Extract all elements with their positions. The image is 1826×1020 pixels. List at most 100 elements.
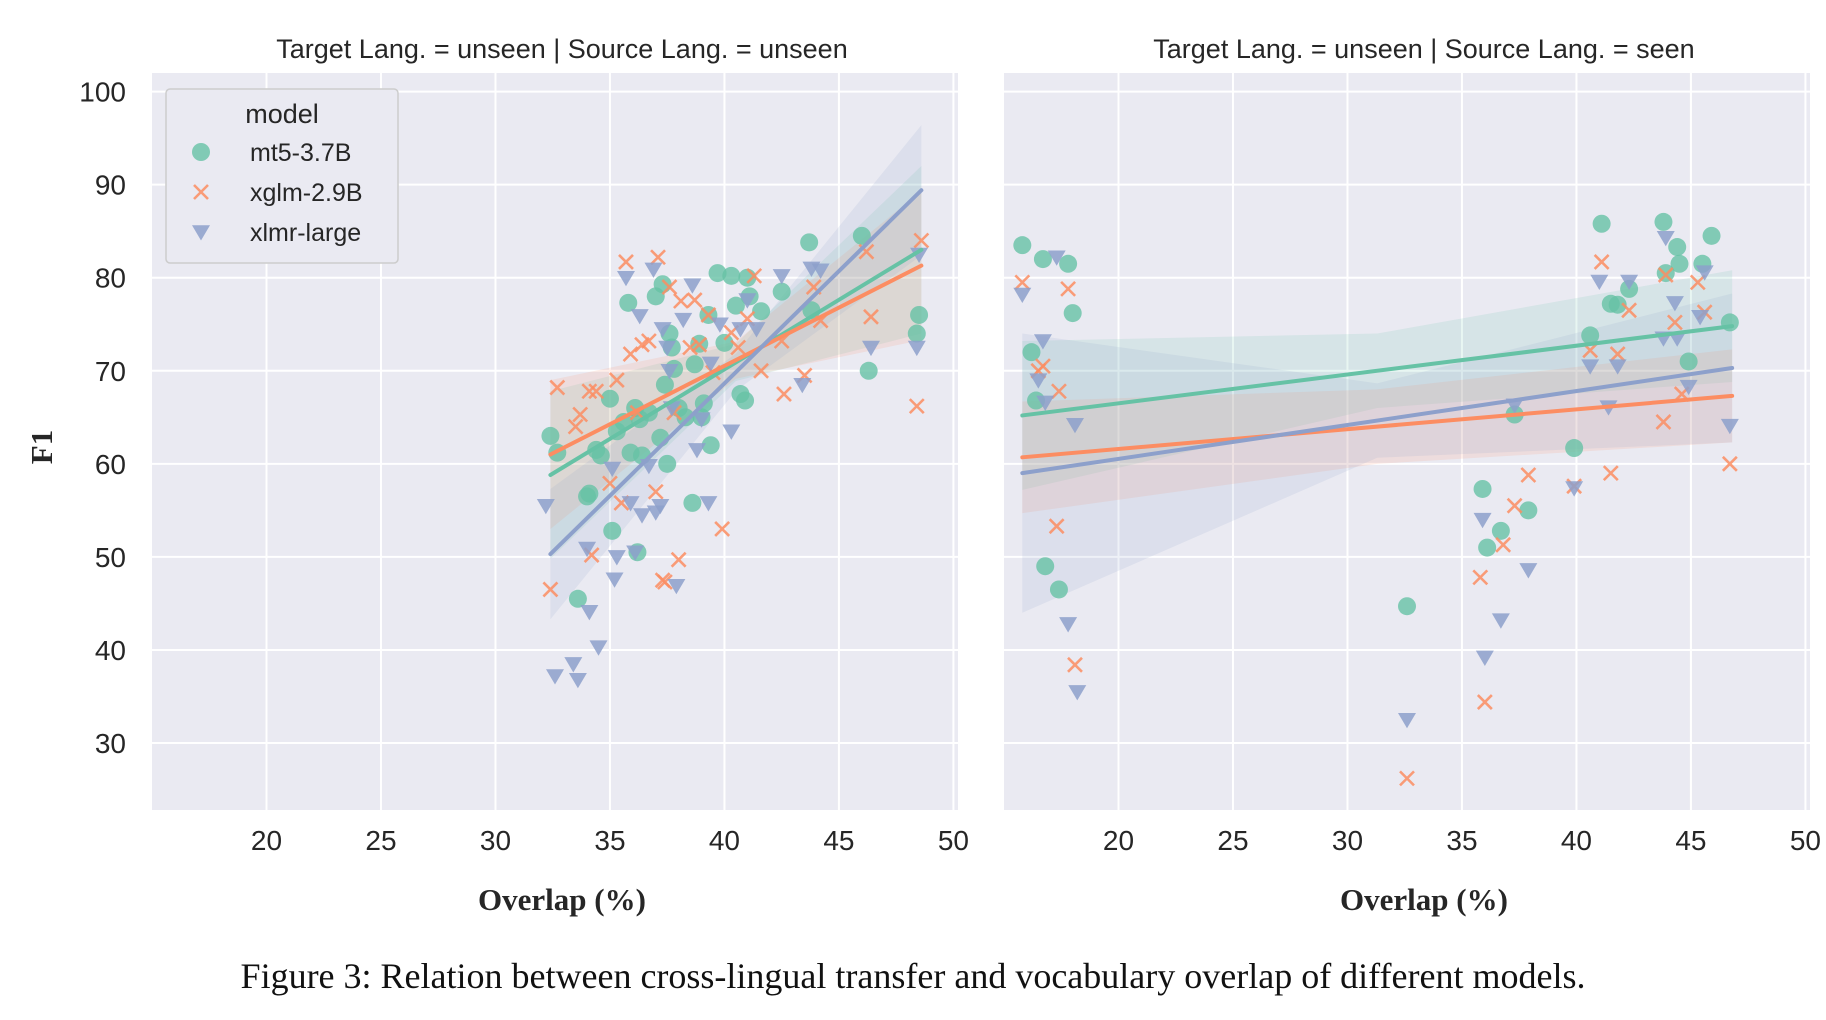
mt5-3-7b-point	[859, 361, 878, 380]
mt5-3-7b-point	[1654, 212, 1673, 231]
y-tick-label: 50	[95, 542, 126, 573]
xglm-2-9b-point	[776, 386, 792, 402]
xlmr-large-point	[747, 322, 766, 338]
xlmr-large-point	[1473, 512, 1492, 529]
y-axis-label: F1	[24, 430, 59, 464]
xlmr-large-point	[626, 545, 645, 561]
mt5-3-7b-point	[1398, 597, 1416, 616]
y-tick-label: 40	[95, 635, 126, 666]
left-x-tick-label: 40	[709, 825, 740, 856]
legend-title: model	[245, 99, 319, 129]
xglm-2-9b-point	[1520, 467, 1537, 483]
xglm-2-9b-point	[1657, 267, 1674, 283]
left-x-tick-label: 50	[938, 825, 969, 856]
left-x-tick-label: 25	[365, 825, 396, 856]
xlmr-large-point	[699, 496, 718, 512]
xglm-2-9b-point	[618, 253, 634, 270]
xlmr-large-point	[607, 550, 626, 566]
xglm-2-9b-point	[1666, 314, 1683, 331]
mt5-3-7b-point	[1668, 238, 1687, 257]
xlmr-large-point	[793, 377, 812, 394]
mt5-3-7b-point	[736, 391, 755, 410]
xglm-2-9b-point	[549, 379, 566, 396]
legend-mt5-3-7b-marker	[192, 143, 210, 161]
legend-xglm-2-9b-label: xglm-2.9B	[250, 179, 363, 207]
xlmr-large-point	[1581, 359, 1600, 375]
xglm-2-9b-point	[670, 551, 687, 568]
xglm-2-9b-point	[1035, 358, 1051, 375]
mt5-3-7b-point	[910, 305, 929, 324]
xglm-2-9b-point	[1067, 656, 1083, 673]
xlmr-large-point	[536, 498, 555, 515]
xglm-2-9b-point	[602, 475, 618, 492]
xlmr-large-point	[1590, 274, 1609, 290]
mt5-3-7b-point	[658, 454, 677, 473]
left-x-tick-label: 45	[823, 825, 854, 856]
xglm-2-9b-point	[1621, 302, 1638, 319]
right-x-tick-label: 50	[1790, 825, 1821, 856]
xglm-2-9b-point	[1399, 770, 1415, 787]
xlmr-large-point	[1695, 265, 1714, 281]
xlmr-large-point	[910, 247, 929, 264]
xlmr-large-point	[546, 669, 564, 685]
mt5-3-7b-point	[685, 355, 704, 374]
xglm-2-9b-point	[542, 581, 559, 598]
y-tick-label: 90	[95, 170, 126, 201]
y-tick-label: 60	[95, 449, 126, 480]
xlmr-large-point	[687, 443, 706, 459]
xglm-2-9b-point	[863, 308, 879, 325]
mt5-3-7b-point	[683, 493, 702, 512]
xlmr-large-point	[1679, 379, 1698, 396]
mt5-3-7b-point	[1473, 479, 1492, 498]
xlmr-large-point	[1720, 418, 1739, 435]
xglm-2-9b-point	[567, 418, 584, 435]
mt5-3-7b-regression-line	[548, 247, 924, 477]
mt5-3-7b-point	[1519, 501, 1538, 520]
mt5-3-7b-point	[722, 266, 741, 285]
xlmr-large-point	[811, 263, 830, 279]
xglm-2-9b-point	[1048, 518, 1065, 535]
xlmr-large-point	[861, 340, 880, 357]
xlmr-large-point	[1029, 373, 1048, 389]
figure-caption: Figure 3: Relation between cross-lingual…	[240, 956, 1586, 996]
xlmr-large-point	[651, 498, 670, 515]
mt5-3-7b-point	[1478, 538, 1497, 557]
right-x-tick-label: 30	[1332, 825, 1363, 856]
mt5-3-7b-point	[1036, 557, 1055, 576]
left-x-tick-label: 20	[251, 825, 282, 856]
right-x-tick-label: 20	[1103, 825, 1134, 856]
mt5-3-7b-point	[726, 296, 745, 315]
xlmr-large-point	[1565, 481, 1584, 497]
xlmr-large-point	[660, 364, 679, 380]
mt5-3-7b-point	[591, 446, 610, 465]
xlmr-large-point	[589, 640, 608, 656]
y-tick-label: 70	[95, 356, 126, 387]
mt5-3-7b-point	[715, 333, 734, 352]
right-plot-area	[1004, 73, 1810, 810]
mt5-3-7b-point	[580, 484, 599, 503]
xlmr-large-point	[1013, 287, 1032, 304]
mt5-3-7b-point	[1702, 226, 1721, 245]
right-x-tick-label: 25	[1217, 825, 1248, 856]
left-x-tick-label: 30	[480, 825, 511, 856]
mt5-3-7b-point	[852, 226, 871, 245]
xglm-2-9b-point	[1609, 346, 1626, 362]
xlmr-large-point	[701, 356, 720, 372]
mt5-3-7b-point	[1033, 250, 1052, 269]
y-tick-label: 80	[95, 263, 126, 294]
mt5-3-7b-point	[603, 521, 622, 540]
xlmr-large-point	[1036, 395, 1055, 411]
xlmr-large-point	[1491, 613, 1510, 629]
xglm-2-9b-point	[1495, 536, 1512, 553]
xglm-2-9b-point	[608, 372, 625, 389]
xglm-2-9b-point	[656, 574, 673, 590]
left-panel: 20 25 30 35 40 45 50 30 40 50 60 70 80 90 100	[79, 73, 969, 856]
xglm-2-9b-point	[686, 292, 703, 308]
mt5-3-7b-point	[1670, 254, 1689, 273]
legend: model mt5-3.7B xglm-2.9B xlmr-large	[165, 88, 399, 264]
xglm-2-9b-point	[908, 398, 925, 415]
mt5-3-7b-point	[772, 282, 791, 301]
xlmr-large-point	[630, 309, 649, 325]
xlmr-large-point	[1068, 685, 1087, 701]
mt5-3-7b-point	[600, 389, 619, 408]
